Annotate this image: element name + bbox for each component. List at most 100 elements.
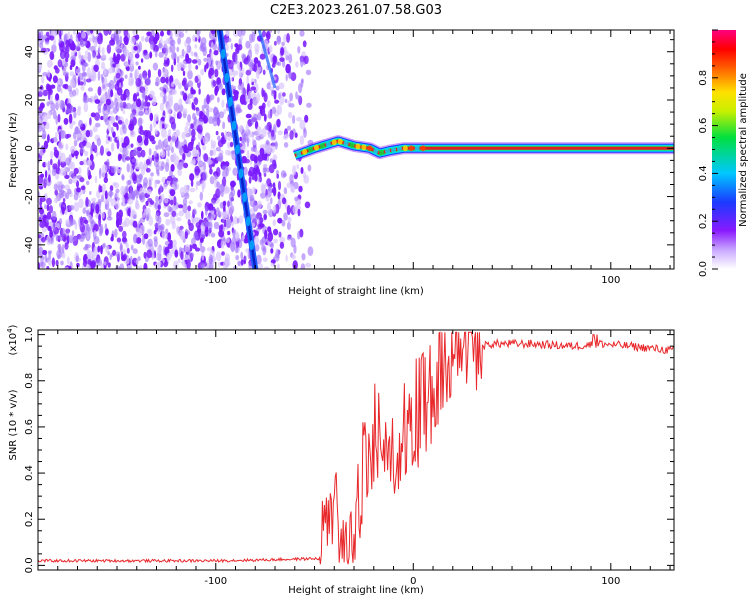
- noise-speckle: [217, 47, 220, 52]
- noise-speckle: [218, 153, 224, 163]
- noise-speckle: [119, 263, 125, 269]
- main-track-blob: [249, 240, 254, 251]
- noise-speckle: [81, 31, 86, 39]
- noise-speckle: [268, 30, 272, 34]
- noise-speckle: [160, 193, 165, 202]
- noise-speckle: [303, 174, 310, 184]
- noise-speckle: [218, 111, 225, 119]
- noise-speckle: [101, 76, 105, 84]
- noise-speckle: [201, 210, 204, 220]
- noise-speckle: [295, 205, 302, 210]
- main-track-blob: [238, 168, 244, 179]
- noise-speckle: [46, 235, 51, 246]
- noise-speckle: [183, 144, 188, 154]
- noise-speckle: [75, 255, 79, 263]
- noise-speckle: [48, 77, 52, 82]
- noise-speckle: [143, 233, 149, 240]
- noise-speckle: [78, 198, 84, 209]
- noise-speckle: [220, 132, 225, 137]
- noise-speckle: [149, 51, 153, 59]
- noise-speckle: [195, 108, 201, 116]
- noise-speckle: [241, 87, 246, 96]
- noise-speckle: [217, 261, 221, 268]
- noise-speckle: [132, 162, 136, 170]
- noise-speckle: [100, 245, 103, 255]
- noise-speckle: [185, 36, 192, 45]
- noise-speckle: [103, 92, 109, 101]
- noise-speckle: [153, 113, 159, 122]
- noise-speckle: [182, 70, 186, 76]
- noise-speckle: [198, 160, 204, 168]
- noise-speckle: [64, 52, 70, 59]
- noise-speckle: [230, 180, 236, 188]
- noise-speckle: [173, 111, 177, 119]
- noise-speckle: [225, 149, 231, 156]
- noise-speckle: [202, 220, 208, 227]
- noise-speckle: [250, 86, 257, 91]
- noise-speckle: [115, 45, 121, 53]
- noise-speckle: [148, 148, 152, 156]
- noise-speckle: [136, 135, 143, 144]
- noise-speckle: [201, 182, 205, 193]
- noise-speckle: [97, 245, 101, 253]
- noise-speckle: [150, 172, 154, 177]
- noise-speckle: [260, 192, 266, 199]
- noise-speckle: [208, 214, 215, 221]
- noise-speckle: [297, 199, 301, 206]
- noise-speckle: [273, 238, 278, 244]
- noise-speckle: [294, 196, 299, 202]
- noise-speckle: [288, 53, 293, 64]
- noise-speckle: [180, 251, 184, 260]
- noise-speckle: [101, 83, 108, 92]
- noise-speckle: [157, 139, 162, 150]
- noise-speckle: [300, 263, 306, 269]
- noise-speckle: [174, 78, 180, 86]
- noise-speckle: [90, 30, 94, 34]
- noise-speckle: [190, 123, 194, 130]
- noise-speckle: [194, 247, 201, 252]
- colorbar-label: Normalized spectral amplitude: [738, 73, 749, 227]
- noise-speckle: [177, 168, 182, 177]
- noise-speckle: [101, 47, 105, 55]
- noise-speckle: [135, 61, 139, 66]
- noise-speckle: [277, 217, 283, 224]
- noise-speckle: [83, 78, 87, 87]
- noise-speckle: [182, 77, 187, 85]
- noise-speckle: [239, 124, 243, 134]
- colorbar-tick-label: 0.2: [698, 213, 709, 229]
- noise-speckle: [66, 256, 70, 265]
- noise-speckle: [182, 108, 188, 114]
- noise-speckle: [46, 197, 52, 205]
- snr-y-tick-label: 0.6: [24, 419, 35, 435]
- noise-speckle: [83, 102, 89, 113]
- noise-speckle: [56, 84, 62, 93]
- noise-speckle: [180, 90, 185, 96]
- noise-speckle: [62, 198, 66, 203]
- noise-speckle: [162, 110, 166, 116]
- noise-speckle: [296, 116, 302, 122]
- noise-speckle: [191, 59, 198, 64]
- main-track-blob: [235, 144, 240, 155]
- noise-speckle: [73, 139, 78, 147]
- noise-speckle: [271, 62, 276, 68]
- noise-speckle: [225, 167, 229, 177]
- noise-speckle: [184, 231, 188, 240]
- noise-speckle: [201, 230, 206, 238]
- noise-speckle: [213, 50, 219, 56]
- noise-speckle: [133, 174, 137, 182]
- noise-speckle: [217, 96, 220, 103]
- noise-speckle: [94, 99, 101, 104]
- signal-tail-blob: [337, 138, 343, 145]
- noise-speckle: [241, 30, 246, 36]
- noise-speckle: [208, 257, 213, 265]
- noise-speckle: [139, 178, 142, 183]
- noise-speckle: [174, 249, 179, 258]
- noise-speckle: [132, 220, 138, 228]
- noise-speckle: [184, 244, 191, 252]
- noise-speckle: [208, 116, 214, 124]
- noise-speckle: [86, 227, 92, 233]
- noise-speckle: [93, 236, 100, 245]
- noise-speckle: [149, 90, 155, 98]
- noise-speckle: [155, 211, 160, 223]
- noise-speckle: [194, 209, 197, 215]
